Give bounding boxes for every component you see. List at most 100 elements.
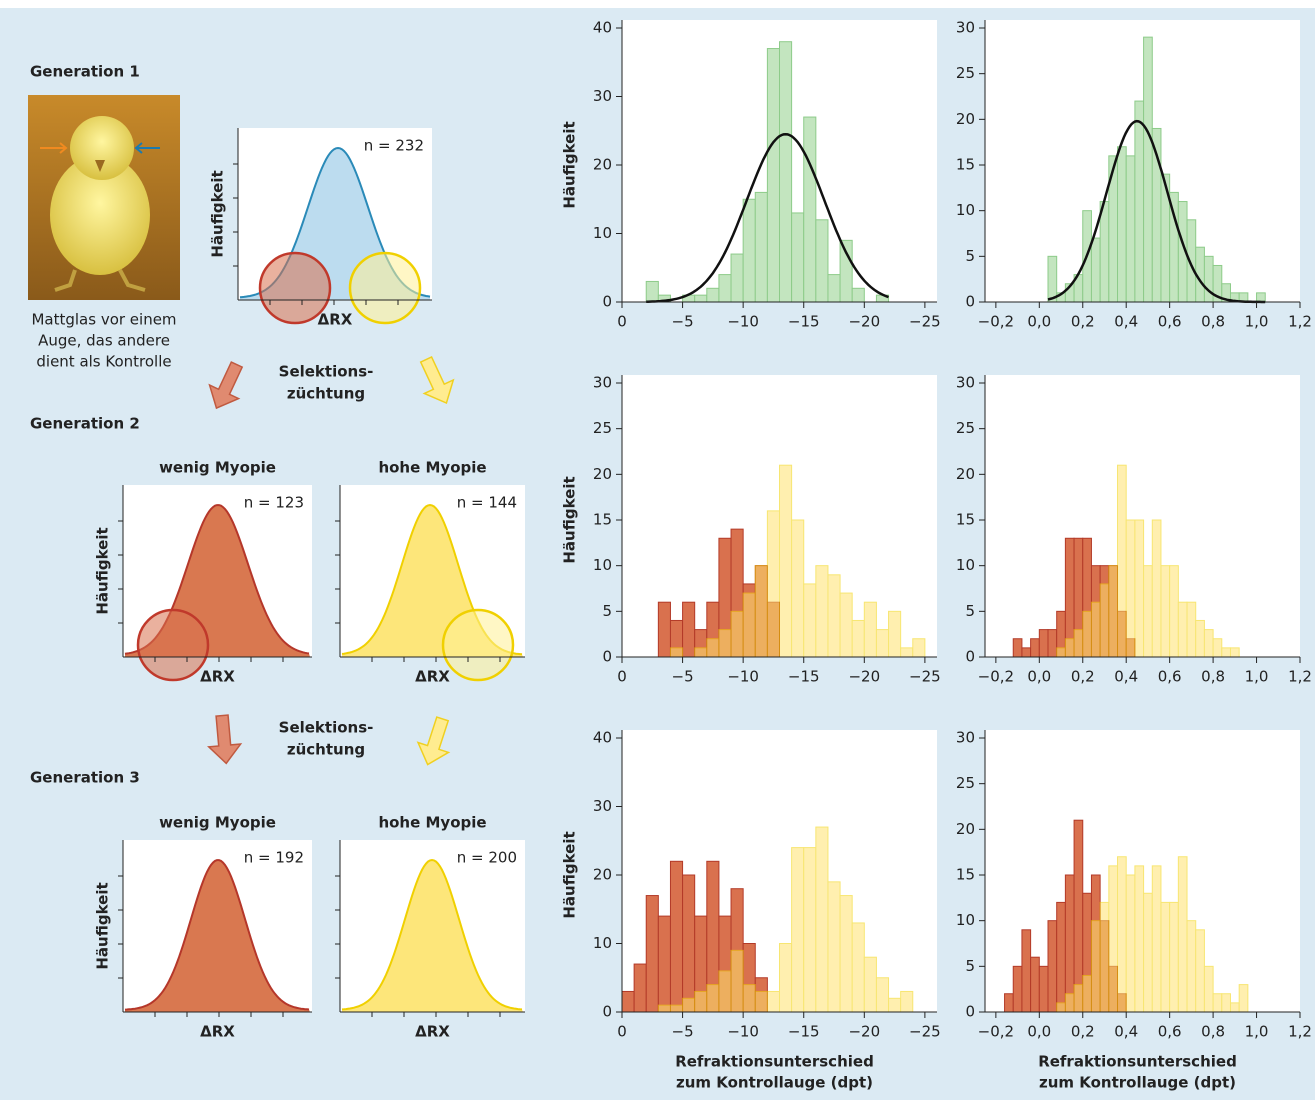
histogram-bar: [816, 827, 828, 1012]
y-tick-label: 0: [602, 648, 612, 666]
histogram-bar: [780, 465, 792, 657]
y-tick-label: 5: [965, 957, 975, 975]
y-tick-label: 20: [956, 110, 975, 128]
histogram-bar: [1204, 256, 1213, 302]
histogram-bar: [658, 916, 670, 1012]
y-tick-label: 5: [965, 247, 975, 265]
x-tick-label: 1,0: [1245, 1023, 1269, 1041]
histogram-bar: [731, 950, 743, 1012]
x-tick-label: −5: [672, 1023, 694, 1041]
y-tick-label: 20: [956, 465, 975, 483]
y-tick-label: 30: [593, 374, 612, 392]
histogram-bar: [755, 192, 767, 302]
histogram-bar: [767, 49, 779, 302]
y-tick-label: 5: [965, 602, 975, 620]
x-tick-label: −10: [727, 313, 759, 331]
histogram-bar: [1230, 1003, 1239, 1012]
histogram-bar: [876, 978, 888, 1012]
histogram-bar: [646, 281, 658, 302]
histogram-bar: [1222, 648, 1231, 657]
y-tick-label: 10: [593, 556, 612, 574]
photo-caption: Mattglas vor einem: [31, 311, 176, 329]
histogram-bar: [1022, 648, 1031, 657]
x-tick-label: 1,0: [1245, 313, 1269, 331]
x-tick-label: −5: [672, 668, 694, 686]
histogram-bar: [840, 896, 852, 1012]
x-tick-label: 0,8: [1201, 1023, 1225, 1041]
histogram-bar: [1126, 520, 1135, 657]
x-tick-label: 0,8: [1201, 313, 1225, 331]
histogram-bar: [695, 991, 707, 1012]
histogram-bar: [1118, 857, 1127, 1012]
histogram-bar: [901, 991, 913, 1012]
x-axis-label: ΔRX: [200, 668, 235, 686]
histogram-bar: [864, 602, 876, 657]
histogram-bar: [913, 639, 925, 657]
histogram-bar: [889, 611, 901, 657]
histogram-bar: [1083, 611, 1092, 657]
generation-label: Generation 2: [30, 415, 140, 433]
y-tick-label: 25: [956, 419, 975, 437]
histogram-bar: [670, 648, 682, 657]
y-tick-label: 10: [956, 556, 975, 574]
histogram-bar: [767, 511, 779, 657]
selection-label: züchtung: [287, 385, 365, 403]
histogram-bar: [670, 1005, 682, 1012]
x-tick-label: −15: [788, 313, 820, 331]
histogram-bar: [792, 848, 804, 1012]
x-axis-label: ΔRX: [318, 311, 353, 329]
histogram-bar: [1100, 584, 1109, 657]
x-tick-label: 1,2: [1288, 313, 1312, 331]
histogram-bar: [1048, 256, 1057, 302]
x-axis-label: ΔRX: [415, 1023, 450, 1041]
histogram-bar: [852, 923, 864, 1012]
histogram-bar: [1109, 566, 1118, 657]
histogram-bar: [743, 593, 755, 657]
panel-title: wenig Myopie: [159, 459, 276, 477]
histogram-bar: [804, 848, 816, 1012]
histogram-bar: [1005, 994, 1014, 1012]
histogram-bar: [719, 630, 731, 657]
y-tick-label: 20: [956, 820, 975, 838]
y-tick-label: 40: [593, 729, 612, 747]
x-tick-label: 0,6: [1158, 1023, 1182, 1041]
y-tick-label: 30: [593, 87, 612, 105]
histogram-bar: [1048, 921, 1057, 1012]
histogram-bar: [743, 985, 755, 1012]
histogram-bar: [840, 240, 852, 302]
x-tick-label: 0,0: [1027, 313, 1051, 331]
selection-circle: [138, 610, 208, 680]
x-tick-label: −25: [909, 313, 941, 331]
histogram-bar: [646, 896, 658, 1012]
histogram-bar: [792, 213, 804, 302]
x-axis-label: Refraktionsunterschied: [675, 1053, 874, 1071]
histogram-bar: [828, 275, 840, 302]
generation-label: Generation 1: [30, 63, 140, 81]
x-tick-label: −20: [848, 1023, 880, 1041]
y-tick-label: 25: [593, 419, 612, 437]
photo-caption: Auge, das andere: [38, 332, 170, 350]
histogram-bar: [1144, 566, 1153, 657]
y-tick-label: 30: [956, 729, 975, 747]
x-tick-label: −0,2: [978, 313, 1014, 331]
histogram-bar: [1161, 566, 1170, 657]
y-tick-label: 10: [593, 224, 612, 242]
histogram-bar: [1230, 648, 1239, 657]
y-tick-label: 0: [965, 293, 975, 311]
histogram-bar: [1257, 293, 1266, 302]
histogram-bar: [1074, 985, 1083, 1012]
selection-circle: [443, 610, 513, 680]
selection-circle: [350, 253, 420, 323]
x-tick-label: 0: [617, 668, 627, 686]
histogram-bar: [1039, 966, 1048, 1012]
histogram-bar: [1074, 630, 1083, 657]
y-tick-label: 40: [593, 19, 612, 37]
y-tick-label: 20: [593, 156, 612, 174]
x-tick-label: 0,4: [1114, 313, 1138, 331]
histogram-bar: [755, 566, 767, 657]
histogram-bar: [1135, 520, 1144, 657]
sample-size: n = 200: [457, 849, 517, 867]
histogram-bar: [1031, 639, 1040, 657]
y-tick-label: 0: [965, 648, 975, 666]
histogram-bar: [1057, 648, 1066, 657]
